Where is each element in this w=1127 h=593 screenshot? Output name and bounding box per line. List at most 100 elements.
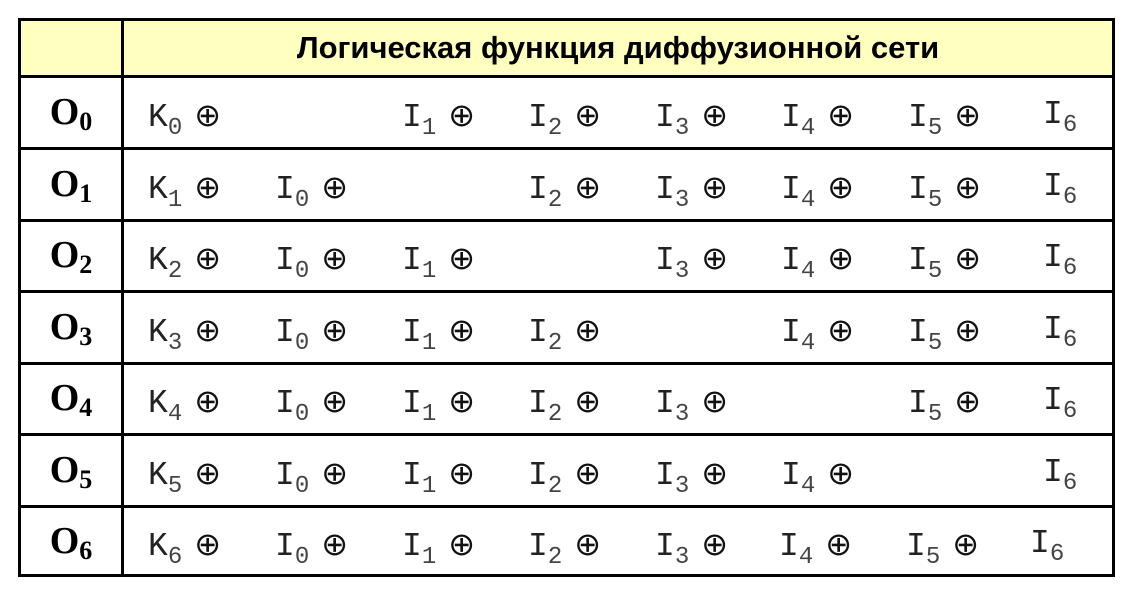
key-term: K6 ⊕ <box>148 525 222 571</box>
xor-icon: ⊕ <box>827 239 855 277</box>
output-label: O0 <box>49 91 93 136</box>
input-term: I3 ⊕ <box>655 453 729 500</box>
input-term: I1 ⊕ <box>402 525 476 571</box>
xor-icon: ⊕ <box>574 96 602 134</box>
input-term: I4 ⊕ <box>781 310 855 357</box>
input-term: I4 ⊕ <box>781 167 855 214</box>
input-term: I4 ⊕ <box>779 525 853 571</box>
table-title: Логическая функция диффузионной сети <box>296 30 940 65</box>
xor-icon: ⊕ <box>321 525 349 563</box>
input-term: I6 <box>1030 525 1065 568</box>
xor-icon: ⊕ <box>448 453 476 492</box>
input-term: I0 ⊕ <box>275 453 349 500</box>
xor-icon: ⊕ <box>827 167 855 206</box>
table-row: O1 K1 ⊕ I0 ⊕ I2 ⊕ I3 ⊕ I4 ⊕ I5 ⊕ I6 <box>21 150 1112 222</box>
xor-icon: ⊕ <box>954 310 982 349</box>
input-term: I1 ⊕ <box>402 453 476 500</box>
diffusion-logic-table: Логическая функция диффузионной сети O0 K… <box>18 18 1115 577</box>
xor-icon: ⊕ <box>448 525 476 563</box>
input-term: I2 ⊕ <box>528 96 602 142</box>
xor-icon: ⊕ <box>574 310 602 349</box>
xor-icon: ⊕ <box>574 453 602 492</box>
input-term: I5 ⊕ <box>908 96 982 142</box>
input-term: I6 <box>1043 310 1078 354</box>
xor-icon: ⊕ <box>827 453 855 492</box>
xor-icon: ⊕ <box>321 167 349 206</box>
xor-icon: ⊕ <box>194 382 222 420</box>
key-term: K1 ⊕ <box>148 167 222 214</box>
input-term: I2 ⊕ <box>528 310 602 357</box>
input-term: I2 ⊕ <box>528 167 602 214</box>
output-label: O2 <box>49 234 93 279</box>
input-term: I1 ⊕ <box>402 96 476 142</box>
input-term: I6 <box>1043 96 1078 139</box>
xor-icon: ⊕ <box>827 310 855 349</box>
input-term: I2 ⊕ <box>528 453 602 500</box>
xor-icon: ⊕ <box>701 239 729 277</box>
xor-icon: ⊕ <box>825 525 853 563</box>
input-term: I3 ⊕ <box>655 382 729 428</box>
xor-icon: ⊕ <box>701 96 729 134</box>
xor-icon: ⊕ <box>448 310 476 349</box>
key-term: K0 ⊕ <box>148 96 222 142</box>
input-term: I3 ⊕ <box>655 525 729 571</box>
table-row: O0 K0 ⊕ I1 ⊕ I2 ⊕ I3 ⊕ I4 ⊕ I5 ⊕ I6 <box>21 78 1112 150</box>
input-term: I6 <box>1043 382 1078 425</box>
xor-icon: ⊕ <box>321 310 349 349</box>
xor-icon: ⊕ <box>952 525 980 563</box>
input-term: I0 ⊕ <box>275 525 349 571</box>
xor-icon: ⊕ <box>954 96 982 134</box>
input-term: I4 ⊕ <box>781 96 855 142</box>
output-label: O1 <box>49 162 93 208</box>
table-row: O3 K3 ⊕ I0 ⊕ I1 ⊕ I2 ⊕ I4 ⊕ I5 ⊕ I6 <box>21 293 1112 365</box>
output-label: O3 <box>49 305 93 351</box>
input-term: I3 ⊕ <box>655 239 729 285</box>
key-term: K2 ⊕ <box>148 239 222 285</box>
input-term: I3 ⊕ <box>655 96 729 142</box>
output-label: O4 <box>49 377 93 422</box>
output-label: O5 <box>49 448 93 494</box>
input-term: I6 <box>1043 167 1078 211</box>
xor-icon: ⊕ <box>574 382 602 420</box>
input-term: I1 ⊕ <box>402 382 476 428</box>
table-row: O2 K2 ⊕ I0 ⊕ I1 ⊕ I3 ⊕ I4 ⊕ I5 ⊕ I6 <box>21 221 1112 293</box>
xor-icon: ⊕ <box>701 525 729 563</box>
input-term: I0 ⊕ <box>275 382 349 428</box>
input-term: I4 ⊕ <box>781 239 855 285</box>
input-term: I5 ⊕ <box>906 525 980 571</box>
input-term: I5 ⊕ <box>908 310 982 357</box>
input-term: I2 ⊕ <box>528 525 602 571</box>
xor-icon: ⊕ <box>574 167 602 206</box>
input-term: I1 ⊕ <box>402 310 476 357</box>
table-row: O6 K6 ⊕ I0 ⊕ I1 ⊕ I2 ⊕ I3 ⊕ I4 ⊕ I5 ⊕ I6 <box>21 507 1112 576</box>
column-divider <box>121 21 124 574</box>
xor-icon: ⊕ <box>194 310 222 349</box>
xor-icon: ⊕ <box>954 167 982 206</box>
xor-icon: ⊕ <box>701 453 729 492</box>
table-row: O4 K4 ⊕ I0 ⊕ I1 ⊕ I2 ⊕ I3 ⊕ I5 ⊕ I6 <box>21 364 1112 436</box>
key-term: K5 ⊕ <box>148 453 222 500</box>
xor-icon: ⊕ <box>701 167 729 206</box>
input-term: I3 ⊕ <box>655 167 729 214</box>
xor-icon: ⊕ <box>194 453 222 492</box>
xor-icon: ⊕ <box>701 382 729 420</box>
input-term: I5 ⊕ <box>908 167 982 214</box>
xor-icon: ⊕ <box>321 239 349 277</box>
table-row: O5 K5 ⊕ I0 ⊕ I1 ⊕ I2 ⊕ I3 ⊕ I4 ⊕ I6 <box>21 436 1112 508</box>
xor-icon: ⊕ <box>448 96 476 134</box>
xor-icon: ⊕ <box>194 525 222 563</box>
table-header: Логическая функция диффузионной сети <box>21 21 1112 78</box>
input-term: I4 ⊕ <box>781 453 855 500</box>
output-label: O6 <box>49 520 93 565</box>
input-term: I0 ⊕ <box>275 239 349 285</box>
xor-icon: ⊕ <box>321 382 349 420</box>
xor-icon: ⊕ <box>827 96 855 134</box>
xor-icon: ⊕ <box>194 167 222 206</box>
xor-icon: ⊕ <box>194 96 222 134</box>
xor-icon: ⊕ <box>954 239 982 277</box>
xor-icon: ⊕ <box>954 382 982 420</box>
xor-icon: ⊕ <box>448 382 476 420</box>
input-term: I5 ⊕ <box>908 239 982 285</box>
input-term: I0 ⊕ <box>275 167 349 214</box>
input-term: I0 ⊕ <box>275 310 349 357</box>
